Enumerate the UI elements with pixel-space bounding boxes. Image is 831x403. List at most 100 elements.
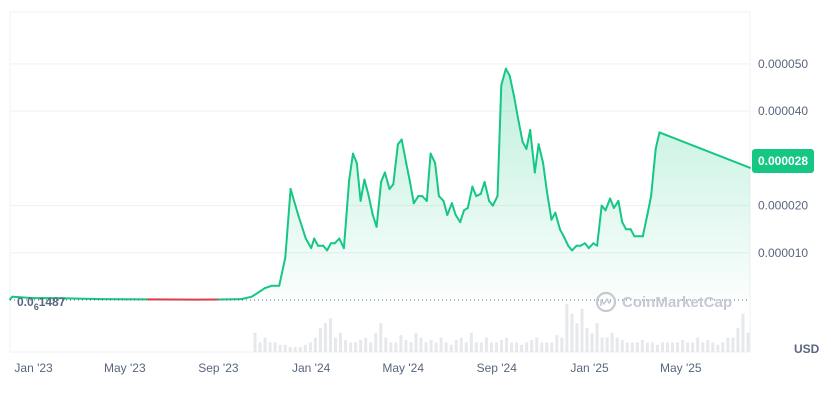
volume-bar [344,340,348,352]
price-line-segment [562,235,570,247]
price-line-segment [392,143,399,186]
volume-bar [449,344,453,352]
volume-bar [645,342,649,352]
volume-bar [640,340,644,352]
volume-bar [409,342,413,352]
price-line-segment [471,185,478,198]
current-price-label: 0.000028 [758,154,808,168]
price-line-segment [491,195,499,207]
svg-text:0.061487: 0.061487 [17,295,66,312]
x-tick-label: Jan '24 [292,361,331,375]
volume-bar [374,332,378,352]
volume-bar [469,332,473,352]
price-line-segment [554,211,561,231]
volume-bar [736,328,740,352]
volume-bar [293,347,297,352]
volume-bar [308,342,312,352]
current-price-tag: 0.000028 [752,149,814,173]
volume-bar [323,323,327,352]
price-line-segment [658,131,751,169]
price-line-segment [400,138,408,165]
price-line-segment [533,143,540,174]
volume-bar [505,337,509,352]
price-line-segment [604,197,612,212]
volume-bar [515,342,519,352]
volume-bar [494,342,498,352]
volume-bar [625,342,629,352]
price-line-segment [621,221,627,231]
start-price-suffix: 1487 [39,295,66,309]
volume-bar [550,342,554,352]
volume-bar [660,342,664,352]
price-line-segment [409,181,415,205]
volume-bar [676,342,680,352]
price-line-segment [479,181,486,195]
volume-bar [635,342,639,352]
volume-bar [268,342,272,352]
price-line-segment [571,244,578,252]
volume-bar [349,342,353,352]
start-price-subscript: 6 [34,302,39,312]
volume-bar [666,342,670,352]
volume-bar [741,313,745,352]
volume-bar [273,342,277,352]
volume-bar [681,340,685,352]
volume-bar [444,342,448,352]
price-line-segment [466,185,474,209]
price-line-segment [333,237,341,245]
volume-bar [570,313,574,352]
volume-bar [706,340,710,352]
volume-bar [686,342,690,352]
price-line-segment [289,188,300,216]
price-line-segment [77,297,103,301]
price-line-segment [355,162,362,202]
volume-bar [419,337,423,352]
volume-bar [439,337,443,352]
price-line-segment [654,131,661,150]
price-line-segment [504,67,511,77]
volume-bar [424,342,428,352]
price-line-segment [284,188,292,259]
volume-bar [595,323,599,352]
price-line-segment [587,242,595,250]
price-line-segment [304,237,313,250]
price-area [10,68,750,300]
y-tick-label: 0.000010 [758,246,808,260]
price-line [9,67,751,301]
x-tick-label: Sep '23 [198,361,239,375]
volume-bar [318,328,322,352]
volume-bar [555,335,559,352]
volume-bar [565,304,569,352]
price-line-segment [641,214,649,238]
volume-bar [600,337,604,352]
y-tick-label: 0.000040 [758,104,808,118]
price-line-segment [450,202,457,216]
x-axis: Jan '23 May '23 Sep '23 Jan '24 May '24 Sep '… [14,361,702,375]
volume-bar [731,337,735,352]
price-line-segment [437,195,445,202]
price-line-segment [584,242,590,250]
volume-bar [258,342,262,352]
volume-bar [696,337,700,352]
price-line-segment [11,295,35,300]
price-line-segment [529,129,536,174]
volume-bar [464,342,468,352]
price-line-segment [278,256,287,287]
price-line-segment [542,162,548,193]
price-line-segment [363,178,370,195]
price-line-segment [263,284,273,290]
price-line-segment [442,199,449,216]
price-line-segment [359,178,366,202]
price-line-segment [609,197,615,209]
price-line-segment [567,244,573,252]
volume-bar [303,344,307,352]
volume-bar [585,328,589,352]
volume-bar [620,340,624,352]
volume-bar [369,342,373,352]
price-line-segment [617,199,624,224]
volume-bar [530,340,534,352]
volume-bar [650,342,654,352]
price-line-segment [459,209,465,224]
price-line-segment [517,117,524,143]
